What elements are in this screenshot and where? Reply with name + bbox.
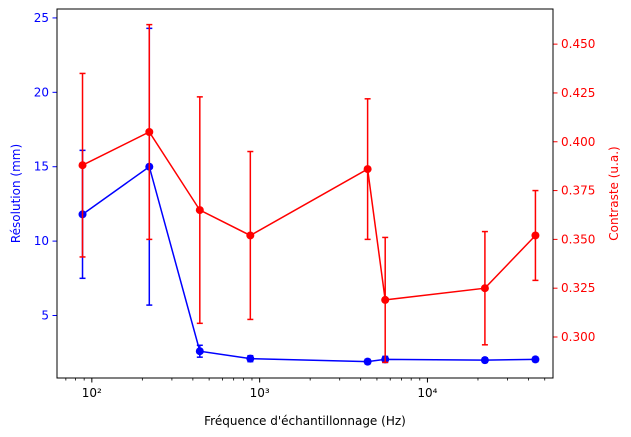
resolution-line — [82, 165, 536, 363]
plot-area — [57, 9, 553, 378]
contrast-point — [480, 284, 489, 293]
contrast-series — [78, 23, 540, 364]
right-tick-label: 0.350 — [561, 232, 595, 246]
x-tick-label: 10³ — [250, 386, 270, 400]
series-layer — [78, 23, 540, 366]
contrast-line — [82, 131, 536, 301]
left-axis-label: Résolution (mm) — [9, 144, 23, 243]
left-tick-label: 25 — [34, 11, 49, 25]
left-tick-label: 5 — [41, 309, 49, 323]
right-tick-label: 0.450 — [561, 37, 595, 51]
right-tick-label: 0.400 — [561, 135, 595, 149]
contrast-point — [381, 295, 390, 304]
contrast-point — [531, 231, 540, 240]
contrast-point — [145, 128, 154, 136]
right-axis-label: Contraste (u.a.) — [607, 146, 621, 240]
left-tick-label: 15 — [34, 160, 49, 174]
resolution-point — [195, 347, 204, 356]
contrast-point — [78, 161, 87, 170]
axes-layer: 10² 10³ 10⁴ 5 10 15 20 25 0.300 0.325 0.350 0.375 0.… — [34, 11, 596, 400]
resolution-point — [363, 357, 372, 366]
resolution-point — [246, 354, 255, 363]
contrast-point — [195, 206, 204, 215]
resolution-point — [531, 355, 540, 364]
left-tick-label: 10 — [34, 234, 49, 248]
x-tick-label: 10⁴ — [417, 386, 437, 400]
x-axis-label: Fréquence d'échantillonnage (Hz) — [204, 414, 406, 428]
right-tick-label: 0.375 — [561, 184, 595, 198]
right-tick-label: 0.325 — [561, 281, 595, 295]
right-tick-label: 0.300 — [561, 330, 595, 344]
plot-frame — [56, 8, 554, 379]
right-tick-label: 0.425 — [561, 86, 595, 100]
contrast-point — [246, 231, 255, 240]
left-tick-label: 20 — [34, 85, 49, 99]
x-tick-label: 10² — [82, 386, 102, 400]
resolution-point — [480, 356, 489, 365]
contrast-point — [363, 165, 372, 174]
